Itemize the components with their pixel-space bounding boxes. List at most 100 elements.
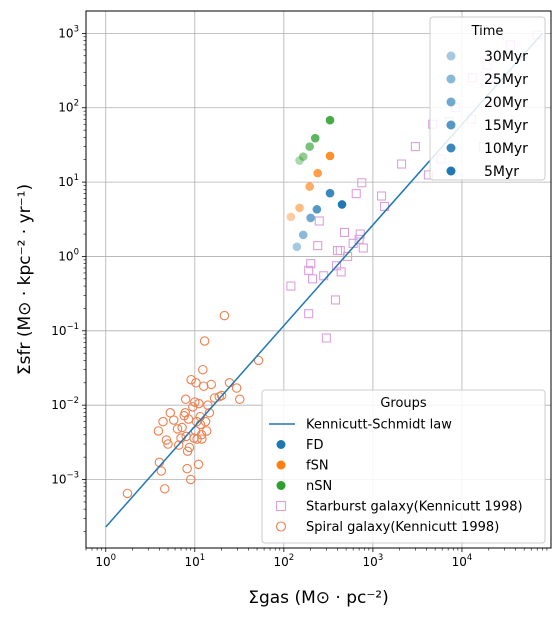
starburst-galaxy-point: [314, 216, 324, 226]
starburst-galaxy-point: [339, 227, 350, 238]
y-tick-label: 101: [58, 173, 79, 189]
x-tick-base: 10: [363, 555, 378, 569]
legend-groups-label: Starburst galaxy(Kennicutt 1998): [306, 500, 523, 515]
y-tick-base: 10: [58, 26, 73, 40]
starburst-galaxy-point: [397, 159, 407, 169]
y-tick-exponent: −3: [66, 471, 79, 481]
spiral-galaxy-point: [153, 426, 164, 436]
spiral-galaxy-point: [201, 426, 212, 436]
spiral-galaxy-point: [158, 416, 168, 427]
spiral-galaxy-point: [188, 402, 198, 412]
x-tick-base: 10: [184, 555, 199, 569]
legend-time-label: 10Myr: [484, 141, 528, 157]
fsn-simulation-point: [295, 203, 304, 213]
y-tick-base: 10: [51, 398, 66, 412]
fsn-simulation-point: [286, 212, 296, 222]
y-tick-base: 10: [58, 175, 73, 189]
starburst-galaxy-point: [335, 246, 345, 256]
x-tick-label: 102: [274, 553, 295, 569]
x-tick-label: 104: [452, 553, 473, 569]
starburst-galaxy-point: [358, 243, 368, 253]
spiral-galaxy-point: [185, 474, 196, 485]
legend-time-marker: [446, 97, 456, 107]
spiral-galaxy-point: [235, 394, 245, 405]
starburst-galaxy-point: [321, 333, 331, 343]
legend-time-marker: [446, 120, 456, 130]
nsn-simulation-point: [305, 142, 314, 151]
fsn-simulation-point: [313, 168, 323, 178]
nsn-simulation-point: [325, 115, 335, 125]
y-tick-label: 10−2: [51, 396, 79, 412]
legend-groups-label: Spiral galaxy(Kennicutt 1998): [306, 520, 499, 535]
legend-time-title: Time: [471, 24, 504, 39]
spiral-galaxy-point: [190, 397, 200, 407]
y-tick-base: 10: [51, 324, 66, 338]
starburst-galaxy-point: [331, 261, 342, 271]
legend-square-marker: [275, 500, 287, 512]
fd-simulation-point: [325, 188, 335, 198]
spiral-galaxy-point: [168, 415, 179, 425]
legend-time-label: 15Myr: [484, 118, 528, 134]
x-tick-base: 10: [452, 555, 467, 569]
fsn-simulation-point: [305, 182, 314, 191]
legend-groups-box: [261, 389, 546, 544]
y-tick-exponent: −2: [66, 396, 79, 406]
y-tick-exponent: −1: [66, 322, 79, 332]
spiral-galaxy-point: [231, 383, 242, 393]
x-tick-exponent: 4: [467, 553, 472, 563]
x-tick-exponent: 1: [200, 553, 205, 563]
x-tick-base: 10: [274, 555, 289, 569]
legend-time-label: 30Myr: [484, 49, 528, 65]
legend-dot-marker: [276, 460, 286, 470]
y-tick-base: 10: [58, 101, 73, 115]
legend-groups-label: Kennicutt-Schmidt law: [306, 418, 452, 433]
starburst-galaxy-point: [306, 259, 316, 269]
spiral-galaxy-point: [194, 398, 204, 409]
plot-frame: [85, 10, 552, 549]
fd-simulation-point: [292, 242, 302, 252]
legend-groups-label: fSN: [306, 459, 329, 474]
y-tick-label: 10−1: [51, 322, 79, 338]
legend-groups-title: Groups: [380, 396, 427, 411]
fd-simulation-point: [306, 213, 315, 223]
y-tick-base: 10: [58, 249, 73, 263]
starburst-galaxy-point: [307, 274, 318, 284]
spiral-galaxy-point: [182, 463, 192, 474]
spiral-galaxy-point: [122, 488, 133, 499]
spiral-galaxy-point: [161, 435, 172, 445]
fd-simulation-point: [312, 205, 322, 214]
y-tick-label: 10−3: [51, 471, 79, 487]
x-tick-exponent: 3: [378, 553, 383, 563]
nsn-simulation-point: [310, 133, 320, 143]
fsn-simulation-point: [325, 151, 335, 161]
fd-simulation-point: [337, 200, 347, 209]
spiral-galaxy-point: [206, 379, 217, 390]
spiral-galaxy-point: [180, 394, 191, 405]
legend-groups-label: FD: [306, 438, 324, 453]
x-tick-label: 100: [95, 553, 116, 569]
spiral-galaxy-point: [177, 422, 187, 433]
spiral-galaxy-point: [219, 310, 230, 321]
starburst-galaxy-point: [330, 295, 341, 305]
starburst-galaxy-point: [336, 267, 346, 277]
starburst-galaxy-point: [313, 241, 323, 251]
legend-time-label: 25Myr: [484, 72, 528, 88]
starburst-galaxy-point: [376, 191, 387, 201]
legend-time-marker: [446, 166, 456, 176]
x-axis-title: Σgas (M⊙ · pc⁻²): [248, 588, 389, 608]
spiral-galaxy-point: [253, 355, 264, 366]
nsn-simulation-point: [298, 152, 308, 161]
y-tick-exponent: 2: [74, 99, 79, 109]
spiral-galaxy-point: [209, 393, 220, 403]
spiral-galaxy-point: [193, 459, 204, 470]
legend-time-marker: [446, 74, 456, 84]
axis-titles: Σgas (M⊙ · pc⁻²) Σsfr (M⊙ · kpc⁻² · yr⁻¹): [15, 184, 389, 608]
legend-groups-label: nSN: [306, 479, 332, 494]
legend-time-marker: [446, 51, 456, 61]
starburst-galaxy-point: [410, 142, 420, 152]
legend-time: Time 30Myr 25Myr 20Myr 15Myr 10Myr 5Myr: [429, 16, 546, 181]
spiral-galaxy-point: [184, 442, 195, 453]
legend-time-label: 5Myr: [484, 164, 519, 180]
